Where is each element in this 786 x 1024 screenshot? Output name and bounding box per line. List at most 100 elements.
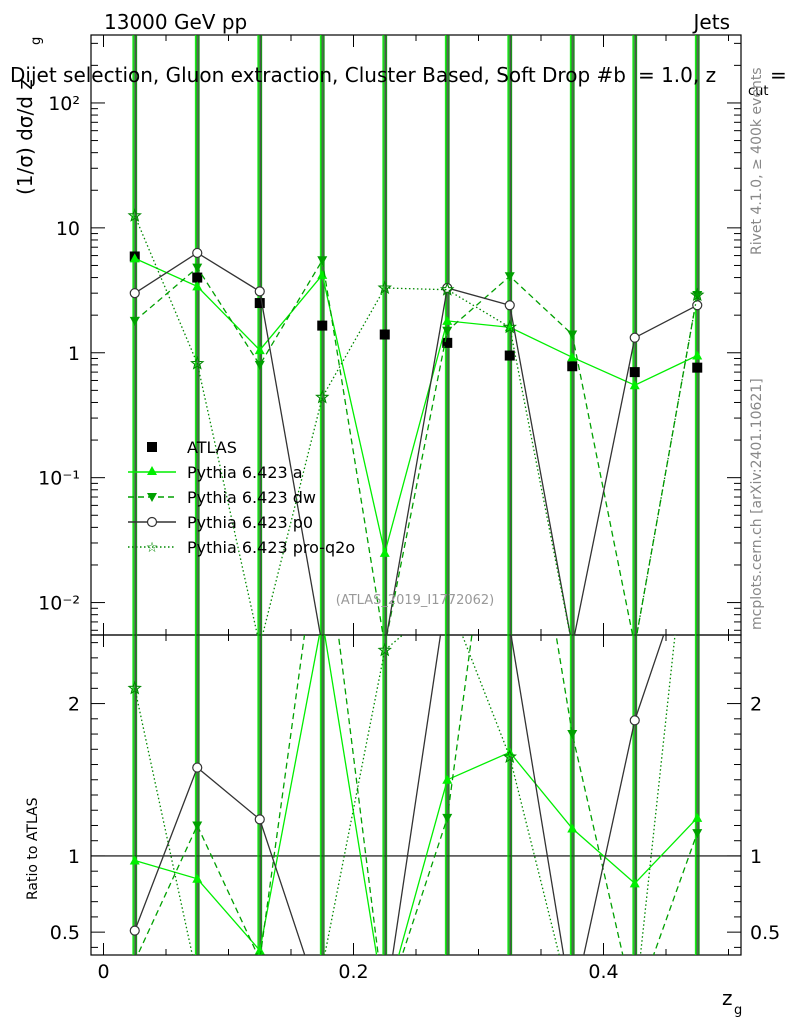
legend: ATLAS Pythia 6.423 a Pythia 6.423 dw Pyt…	[128, 438, 355, 557]
ratio-pythia-6-423-a-point	[129, 855, 140, 865]
x-tick-label: 0	[97, 961, 109, 983]
axes-ticks	[91, 35, 741, 955]
y-tick-label: 1	[68, 343, 80, 365]
ratio-y-tick-label-right: 2	[750, 694, 762, 716]
ratio-pythia-6-423-a-point	[254, 945, 265, 955]
ratio-pythia-6-423-a-line	[134, 635, 698, 955]
series-pythia-6-423-pro-q2o-point	[502, 319, 517, 334]
y-axis-label: (1/σ) dσ/d z g	[13, 37, 44, 195]
series-pythia-6-423-pro-q2o-point	[440, 282, 455, 296]
series-pythia-6-423-p0-point	[504, 300, 515, 311]
series-pythia-6-423-pro-q2o-point	[315, 389, 330, 404]
ratio-pythia-6-423-dw-point	[567, 730, 578, 740]
svg-text:g: g	[29, 37, 44, 45]
ratio-pythia-6-423-dw-point	[192, 821, 203, 831]
series-pythia-6-423-a-point	[629, 380, 640, 390]
ratio-pythia-6-423-p0-point	[254, 814, 265, 825]
ratio-pythia-6-423-dw-point	[380, 1004, 390, 1013]
ratio-pythia-6-423-dw-point	[630, 1003, 640, 1012]
svg-text:Pythia 6.423 pro-q2o: Pythia 6.423 pro-q2o	[187, 538, 355, 557]
ratio-pythia-6-423-pro-q2o-point	[502, 749, 517, 764]
series-pythia-6-423-dw-point	[504, 272, 515, 282]
series-pythia-6-423-dw-point	[317, 256, 328, 266]
tick-labels: 0 0.2 0.4 10⁻² 10⁻¹ 1 10 10² 0.5 0.5 1 1 2 2	[38, 93, 780, 983]
analysis-watermark: (ATLAS_2019_I1772062)	[336, 593, 494, 608]
series-pythia-6-423-p0-point	[192, 247, 203, 259]
ratio-y-tick-label-right: 1	[750, 846, 762, 868]
y-tick-label: 10⁻²	[38, 593, 80, 615]
series-pythia-6-423-pro-q2o-point	[377, 280, 392, 295]
ratio-y-label: Ratio to ATLAS	[25, 797, 41, 900]
series-atlas-point	[317, 320, 328, 331]
svg-text:Pythia 6.423 dw: Pythia 6.423 dw	[187, 488, 316, 507]
y-tick-label: 10⁻¹	[38, 468, 80, 490]
legend-marker-triangle-up	[147, 466, 157, 475]
y-tick-label: 10	[56, 218, 80, 240]
series-pythia-6-423-p0-point	[254, 286, 265, 297]
title-end: =	[770, 63, 786, 87]
series-atlas-point	[567, 361, 578, 372]
series-pythia-6-423-dw-point	[129, 316, 140, 326]
ratio-pythia-6-423-pro-q2o-point	[254, 1002, 266, 1013]
ratio-pythia-6-423-p0-point	[318, 1003, 327, 1012]
legend-marker-triangle-down	[147, 493, 157, 502]
series-pythia-6-423-a-point	[254, 345, 265, 355]
energy-label: 13000 GeV pp	[104, 10, 247, 34]
ratio-pythia-6-423-pro-q2o-point	[127, 680, 142, 695]
y-tick-label: 10²	[48, 93, 80, 115]
series-pythia-6-423-a-line	[134, 257, 698, 554]
x-tick-label: 0.2	[338, 961, 368, 983]
series-atlas-point	[692, 362, 703, 373]
ratio-pythia-6-423-p0-point	[568, 1003, 577, 1012]
ratio-pythia-6-423-pro-q2o-point	[567, 1001, 579, 1012]
legend-entry-a: Pythia 6.423 a	[128, 463, 303, 482]
legend-marker-square	[147, 442, 157, 452]
series-pythia-6-423-a-point	[442, 315, 453, 325]
ratio-pythia-6-423-dw-line	[136, 635, 698, 955]
ratio-pythia-6-423-p0-point	[192, 762, 203, 773]
series-pythia-6-423-a-point	[129, 253, 140, 263]
svg-text:(1/σ) dσ/d z: (1/σ) dσ/d z	[13, 79, 37, 195]
ratio-pythia-6-423-dw-point	[255, 956, 265, 965]
ratio-pythia-6-423-a-point	[192, 873, 203, 883]
ratio-pythia-6-423-dw-point	[692, 829, 703, 839]
ratio-pythia-6-423-pro-q2o-point	[629, 1001, 641, 1012]
svg-text:Pythia 6.423 a: Pythia 6.423 a	[187, 463, 303, 482]
legend-marker-circle	[146, 516, 158, 528]
series-pythia-6-423-dw-point	[254, 360, 265, 370]
x-tick-label: 0.4	[588, 961, 618, 983]
ratio-pythia-6-423-p0-line	[134, 635, 665, 955]
legend-entry-dw: Pythia 6.423 dw	[128, 488, 316, 507]
mcplots-label: mcplots.cern.ch [arXiv:2401.10621]	[749, 378, 765, 630]
series-atlas-point	[192, 272, 203, 283]
ratio-plot-area	[91, 635, 741, 1013]
series-pythia-6-423-dw-point	[192, 263, 203, 273]
title-subscript: cut	[748, 84, 768, 99]
series-pythia-6-423-p0-line	[134, 252, 698, 635]
svg-text:ATLAS: ATLAS	[187, 438, 237, 457]
ratio-y-tick-label-right: 0.5	[750, 922, 780, 944]
svg-text:Pythia 6.423 p0: Pythia 6.423 p0	[187, 513, 313, 532]
legend-entry-pro-q2o: ☆ Pythia 6.423 pro-q2o	[128, 538, 355, 557]
series-atlas-point	[629, 367, 640, 378]
main-plot-area	[127, 35, 705, 635]
legend-entry-p0: Pythia 6.423 p0	[128, 513, 313, 532]
jets-label: Jets	[692, 10, 730, 34]
ratio-pythia-6-423-pro-q2o-point	[377, 642, 392, 657]
series-atlas-point	[504, 350, 515, 361]
ratio-pythia-6-423-a-point	[380, 1001, 390, 1010]
series-pythia-6-423-dw-point	[567, 330, 578, 340]
ratio-y-tick-label: 2	[68, 694, 80, 716]
series-pythia-6-423-pro-q2o-line	[134, 215, 698, 635]
series-pythia-6-423-a-point	[192, 281, 203, 291]
ratio-pythia-6-423-p0-point	[129, 925, 140, 936]
chart-title: Dijet selection, Gluon extraction, Clust…	[10, 63, 716, 87]
series-pythia-6-423-p0-point	[692, 300, 703, 311]
legend-entry-atlas: ATLAS	[147, 438, 237, 457]
legend-marker-star: ☆	[146, 540, 159, 556]
ratio-pythia-6-423-pro-q2o-point	[192, 972, 204, 983]
ratio-y-tick-label: 0.5	[50, 922, 80, 944]
x-axis-label: z	[722, 986, 733, 1010]
series-pythia-6-423-a-point	[379, 547, 390, 557]
